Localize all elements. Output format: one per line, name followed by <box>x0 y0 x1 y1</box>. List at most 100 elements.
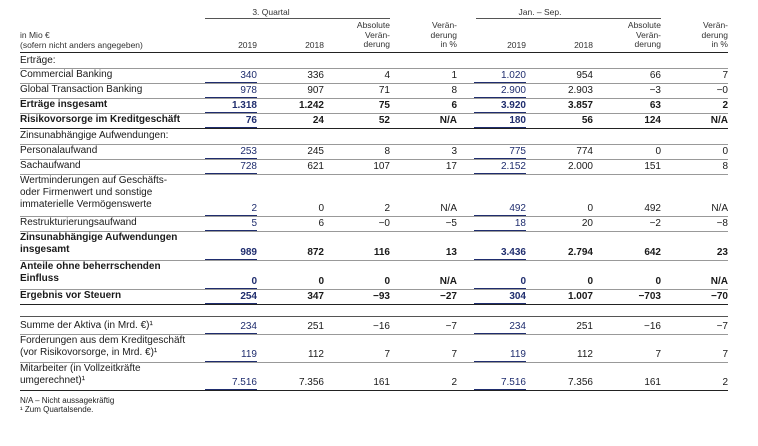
table-row: Erträge insgesamt 1.318 1.242 75 6 3.920 3.857… <box>20 98 728 113</box>
row-value: 71 <box>378 85 390 96</box>
row-rule-thick <box>20 128 728 129</box>
row-rule <box>20 98 728 99</box>
row-value: 954 <box>576 70 593 81</box>
abs-change-ytd-line-2: Verän- <box>635 29 661 40</box>
row-value: −16 <box>373 321 390 332</box>
row-value: −93 <box>373 291 390 302</box>
row-value: 2 <box>251 203 257 214</box>
abs-change-line-1: Absolute <box>356 20 390 30</box>
row-value: 7.356 <box>298 377 324 388</box>
row-value: 7 <box>655 349 661 360</box>
col-header-2018-ytd: 2018 <box>574 40 593 50</box>
row-value: −0 <box>378 218 390 229</box>
pct-change-line-1: Verän- <box>431 20 457 30</box>
row-label: Wertminderungen auf Geschäfts-oder Firme… <box>20 175 167 211</box>
row-label-line: (vor Risikovorsorge, in Mrd. €)¹ <box>20 347 158 358</box>
row-value: 63 <box>649 100 661 111</box>
row-value: −7 <box>716 321 728 332</box>
abs-change-ytd-line-1: Absolute <box>627 20 661 30</box>
col-header-2019: 2019 <box>238 40 257 50</box>
row-value: 7 <box>384 349 390 360</box>
row-value: 18 <box>514 218 526 229</box>
row-label-line: umgerechnet)¹ <box>20 375 86 386</box>
row-value: 621 <box>307 161 324 172</box>
row-value: 7 <box>451 349 457 360</box>
row-value: 24 <box>312 115 324 126</box>
row-value: 2.903 <box>567 85 593 96</box>
row-rule-thick <box>20 390 728 391</box>
row-value: 66 <box>649 70 661 81</box>
row-value: −2 <box>649 218 661 229</box>
abs-change-line-2: Verän- <box>364 29 390 40</box>
row-value: −703 <box>638 291 661 302</box>
row-value: −27 <box>440 291 457 302</box>
pct-change-ytd-line-3: in % <box>711 39 728 49</box>
row-value: 978 <box>240 85 257 96</box>
row-rule <box>20 334 728 335</box>
table-row: Restrukturierungsaufwand 5 6 −0 −5 18 20 −2 −8 <box>20 216 728 231</box>
row-label: Commercial Banking <box>20 69 113 80</box>
row-label-line: insgesamt <box>20 244 70 255</box>
col-header-abs-change-ytd: Absolute Verän- derung <box>607 20 661 50</box>
row-label-line: Wertminderungen auf Geschäfts- <box>20 175 168 186</box>
row-value: 0 <box>520 276 526 287</box>
row-rule <box>20 289 728 290</box>
row-value: 3.920 <box>500 100 526 111</box>
row-label-line: oder Firmenwert und sonstige <box>20 187 153 198</box>
row-value: 3.436 <box>500 247 526 258</box>
row-value: −0 <box>716 85 728 96</box>
table-row: Forderungen aus dem Kreditgeschäft (vor R… <box>20 334 728 362</box>
row-value: 1.020 <box>500 70 526 81</box>
row-label: Zinsunabhängige Aufwendungen: <box>20 130 169 141</box>
row-value: −16 <box>644 321 661 332</box>
row-value: 0 <box>587 276 593 287</box>
row-value: 2 <box>384 203 390 214</box>
row-label-line: immaterielle Vermögenswerte <box>20 199 152 210</box>
row-value: 7.516 <box>231 377 257 388</box>
table-row: Summe der Aktiva (in Mrd. €)¹ 234 251 −16 −7… <box>20 319 728 334</box>
row-value: 119 <box>510 349 526 360</box>
row-value: 107 <box>373 161 390 172</box>
row-label: Risikovorsorge im Kreditgeschäft <box>20 114 181 125</box>
row-value: 251 <box>307 321 324 332</box>
unit-line-2: (sofern nicht anders angegeben) <box>20 39 143 50</box>
row-label: Erträge: <box>20 55 56 66</box>
section-gap-rule <box>20 316 728 317</box>
row-value: −3 <box>649 85 661 96</box>
row-value: 254 <box>240 291 257 302</box>
row-label: Anteile ohne beherrschenden Einfluss <box>20 261 161 285</box>
row-label: Global Transaction Banking <box>20 84 143 95</box>
row-value: −70 <box>711 291 728 302</box>
row-rule <box>20 231 728 232</box>
row-label: Personalaufwand <box>20 145 98 156</box>
row-value: 234 <box>509 321 526 332</box>
row-rule-thick <box>20 304 728 305</box>
row-label: Ergebnis vor Steuern <box>20 290 122 301</box>
row-label-line: Mitarbeiter (in Vollzeitkräfte <box>20 363 141 374</box>
table-row: Zinsunabhängige Aufwendungen insgesamt 989… <box>20 231 728 260</box>
col-header-2019-ytd: 2019 <box>507 40 526 50</box>
table-row: Anteile ohne beherrschenden Einfluss 0 0 0 N/… <box>20 260 728 289</box>
table-row: Global Transaction Banking 978 907 71 8 2.900… <box>20 83 728 98</box>
row-value: 8 <box>722 161 728 172</box>
row-value: 1.242 <box>298 100 324 111</box>
row-value: 234 <box>240 321 257 332</box>
group-underline-ytd <box>476 18 661 19</box>
row-value: 2 <box>722 100 728 111</box>
col-header-abs-change: Absolute Verän- derung <box>338 20 390 50</box>
row-rule <box>20 113 728 114</box>
row-value: 1 <box>451 70 457 81</box>
row-value: 161 <box>373 377 390 388</box>
row-value: 7 <box>722 349 728 360</box>
table-row: Risikovorsorge im Kreditgeschäft 76 24 52 N/… <box>20 113 728 128</box>
group-underline-quarter <box>205 18 390 19</box>
row-value: −8 <box>716 218 728 229</box>
row-value: 124 <box>644 115 661 126</box>
row-label: Erträge insgesamt <box>20 99 108 110</box>
row-label: Sachaufwand <box>20 160 81 171</box>
row-value: 56 <box>581 115 593 126</box>
footnote-one: ¹ Zum Quartalsende. <box>20 405 94 414</box>
row-value: 0 <box>251 276 257 287</box>
row-value: 2 <box>451 377 457 388</box>
row-label-line: Anteile ohne beherrschenden <box>20 261 161 272</box>
